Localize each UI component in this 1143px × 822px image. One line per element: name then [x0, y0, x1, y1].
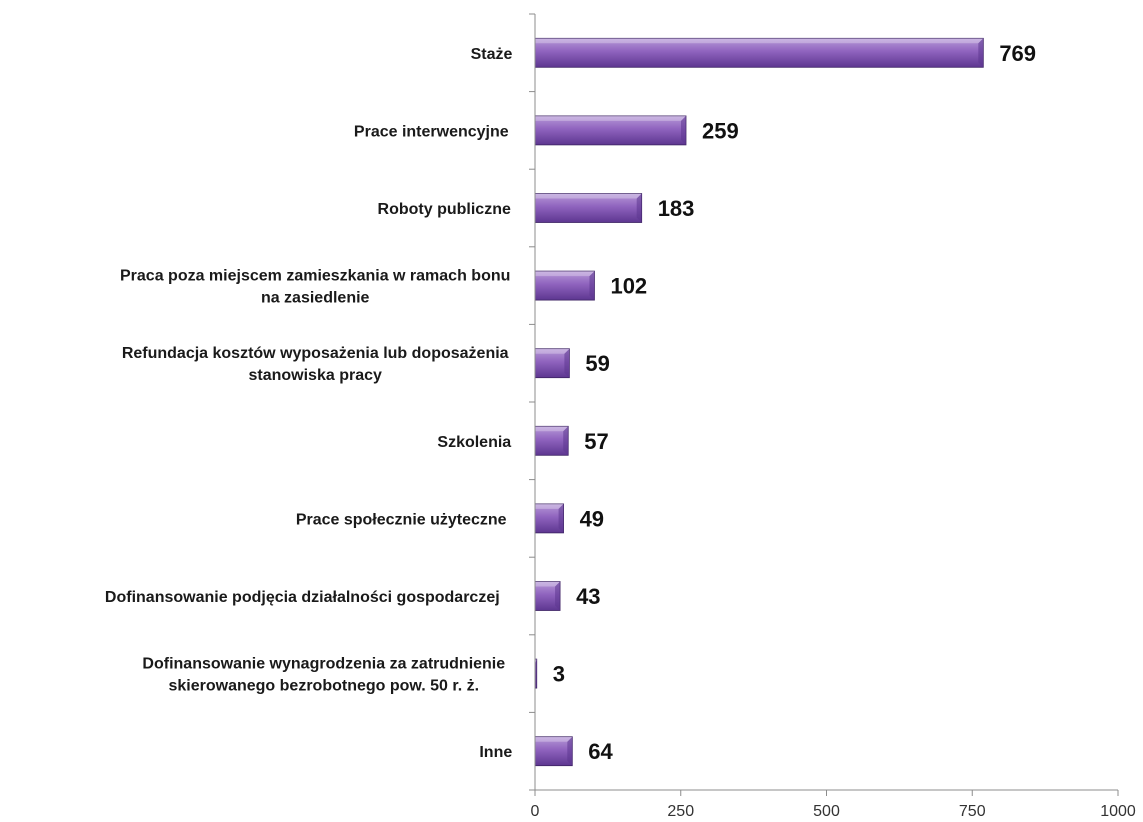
- data-label: 57: [584, 429, 608, 454]
- x-tick-label: 1000: [1100, 803, 1136, 820]
- data-label: 43: [576, 584, 600, 609]
- bar: [534, 581, 561, 611]
- bar-end-bevel: [564, 348, 570, 378]
- bar-face: [534, 37, 984, 68]
- bar-top-bevel: [535, 115, 686, 121]
- bar-end-bevel: [558, 503, 564, 533]
- bar: [534, 348, 570, 379]
- bar-top-bevel: [535, 38, 984, 44]
- bar-top-bevel: [535, 426, 569, 432]
- category-label: Praca poza miejscem zamieszkania w ramac…: [120, 268, 510, 307]
- bar-end-bevel: [563, 426, 569, 456]
- bar: [534, 37, 984, 68]
- bar-end-bevel: [589, 271, 595, 301]
- bar-top-bevel: [535, 271, 595, 277]
- bar: [534, 193, 643, 223]
- bar: [534, 270, 595, 301]
- category-label: Prace społecznie użyteczne: [296, 511, 507, 528]
- x-tick-label: 250: [667, 803, 694, 820]
- bars-layer: [534, 37, 984, 767]
- data-label: 59: [585, 351, 609, 376]
- bar-top-bevel: [535, 348, 570, 354]
- data-label: 259: [702, 118, 739, 143]
- bar-end-bevel: [567, 736, 573, 766]
- bar: [534, 736, 573, 767]
- bar-end-bevel: [555, 581, 561, 611]
- category-label: Prace interwencyjne: [354, 123, 509, 140]
- data-label: 102: [610, 274, 647, 299]
- bar-face: [534, 115, 687, 146]
- bar-top-bevel: [535, 193, 642, 199]
- x-tick-label: 750: [959, 803, 986, 820]
- category-label: Dofinansowanie wynagrodzenia za zatrudni…: [142, 656, 505, 695]
- bar-face: [534, 736, 573, 767]
- bar-top-bevel: [535, 503, 564, 509]
- x-tick-label: 500: [813, 803, 840, 820]
- category-label: Refundacja kosztów wyposażenia lub dopos…: [122, 345, 509, 384]
- data-label: 3: [553, 662, 565, 687]
- bar-face: [534, 348, 570, 379]
- axis-layer: 0 250 500 750 1000: [529, 13, 1136, 820]
- bar: [534, 115, 687, 146]
- category-label: Dofinansowanie podjęcia działalności gos…: [105, 589, 500, 606]
- bar-face: [534, 193, 643, 223]
- category-label: Szkolenia: [437, 434, 511, 451]
- data-label: 769: [999, 41, 1036, 66]
- bar-end-bevel: [978, 38, 984, 68]
- category-label: Roboty publiczne: [378, 201, 511, 218]
- bar-top-bevel: [535, 581, 561, 587]
- data-label: 64: [588, 739, 613, 764]
- labels-layer: 769 Staże 259 Prace interwencyjne 183 Roboty …: [105, 41, 1036, 764]
- bar: [534, 425, 569, 456]
- data-label: 183: [658, 196, 695, 221]
- bar-top-bevel: [535, 736, 573, 742]
- bar: [534, 503, 564, 534]
- category-label: Staże: [471, 46, 513, 63]
- bar-end-bevel: [636, 193, 642, 223]
- data-label: 49: [580, 506, 604, 531]
- x-tick-label: 0: [531, 803, 540, 820]
- category-label: Inne: [479, 744, 512, 761]
- bar-end-bevel: [680, 115, 686, 145]
